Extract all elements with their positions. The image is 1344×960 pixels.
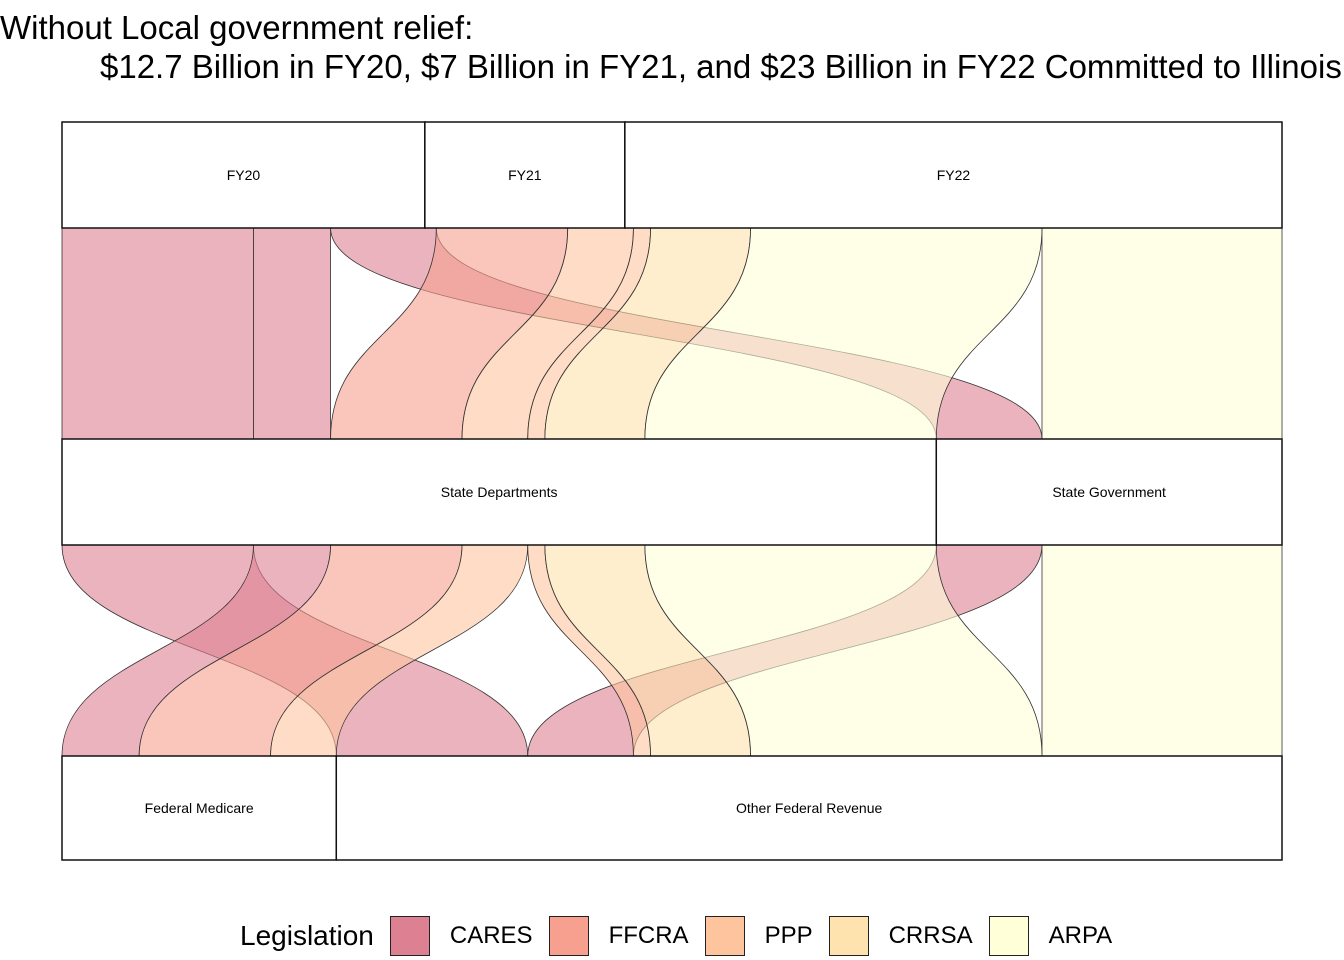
legend-label-cares: CARES <box>449 922 533 949</box>
legend: Legislation CARES FFCRA PPP CRRSA ARPA <box>240 912 1128 960</box>
stratum-box <box>61 755 338 861</box>
chart-title-line1: Without Local government relief: <box>0 9 474 46</box>
stratum-box <box>61 121 426 229</box>
stratum-label: FY20 <box>227 167 261 183</box>
stratum: FY21 <box>424 121 626 229</box>
flow-ribbon-cares-1 <box>61 227 254 440</box>
stratum-label: Other Federal Revenue <box>736 800 883 816</box>
stratum-label: State Departments <box>441 484 558 500</box>
stratum-box <box>424 121 626 229</box>
legend-title: Legislation <box>240 920 374 951</box>
legend-item-arpa: ARPA <box>988 916 1113 956</box>
legend-label-ppp: PPP <box>764 922 813 949</box>
legend-swatch-cares <box>389 916 430 956</box>
legend-item-ppp: PPP <box>704 916 813 956</box>
legend-label-ffcra: FFCRA <box>608 922 689 949</box>
stratum: State Departments <box>61 438 938 546</box>
flow-ribbon-cares-1 <box>253 227 331 440</box>
stratum-box <box>624 121 1283 229</box>
legend-swatch-arpa <box>988 916 1029 956</box>
flow-ribbon-arpa-2 <box>1041 544 1283 757</box>
legend-swatch-ffcra <box>548 916 589 956</box>
stratum-label: State Government <box>1052 484 1166 500</box>
flow-ribbon-arpa-1 <box>1041 227 1283 440</box>
stratum: Other Federal Revenue <box>335 755 1283 861</box>
legend-item-crrsa: CRRSA <box>828 916 973 956</box>
stratum-label: Federal Medicare <box>145 800 254 816</box>
stratum-box <box>61 438 938 546</box>
stratum-label: FY21 <box>508 167 542 183</box>
chart-title-line2: $12.7 Billion in FY20, $7 Billion in FY2… <box>100 48 1342 85</box>
stratum: FY22 <box>624 121 1283 229</box>
legend-item-cares: CARES <box>389 916 533 956</box>
stratum-box <box>335 755 1283 861</box>
flow-layer <box>61 227 1283 757</box>
strata-layer: FY20 FY21 FY22 State Departments State Gover… <box>61 121 1283 861</box>
stratum: Federal Medicare <box>61 755 338 861</box>
stratum-label: FY22 <box>937 167 971 183</box>
legend-swatch-ppp <box>704 916 745 956</box>
stratum: State Government <box>935 438 1283 546</box>
stratum-box <box>935 438 1283 546</box>
legend-item-ffcra: FFCRA <box>548 916 689 956</box>
legend-label-crrsa: CRRSA <box>888 922 973 949</box>
legend-label-arpa: ARPA <box>1048 922 1113 949</box>
stratum: FY20 <box>61 121 426 229</box>
legend-swatch-crrsa <box>828 916 869 956</box>
